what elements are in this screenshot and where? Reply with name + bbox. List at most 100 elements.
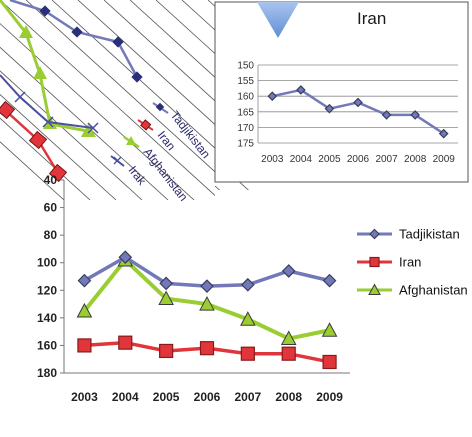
main-series-marker-afghanistan [240, 311, 256, 326]
inset-x-tick-label: 2008 [404, 154, 427, 165]
inset-y-tick-label: 160 [237, 92, 254, 103]
main-x-tick-label: 2004 [112, 390, 139, 404]
inset-x-tick-label: 2006 [347, 154, 370, 165]
inset-x-tick-label: 2004 [290, 154, 313, 165]
inset-chart-frame [214, 1, 469, 183]
rotated-gridline [0, 0, 215, 196]
rotated-gridline [129, 0, 215, 78]
main-chart-legend: Tadjikistan Iran Afghanistan [357, 227, 468, 298]
main-series-marker-iran [199, 341, 215, 356]
main-chart-x-ticks: 2003 2004 2005 2006 2007 2008 2009 [71, 390, 343, 404]
rotated-marker-iran [48, 163, 68, 183]
main-series-marker-afghanistan [76, 302, 93, 318]
rotated-marker-tadjikistan [39, 5, 51, 17]
main-series-marker-afghanistan [158, 290, 174, 306]
inset-chart-y-ticks: 150 155 160 165 170 175 [237, 61, 254, 150]
inset-x-tick-label: 2003 [261, 154, 284, 165]
rotated-series-irak [0, 74, 94, 129]
main-x-tick-label: 2005 [153, 390, 180, 404]
rotated-marker-afghanistan [81, 124, 96, 137]
inset-chart-gridlines [257, 64, 458, 144]
legend-label-iran: Iran [399, 255, 421, 270]
rotated-gridline [0, 70, 143, 200]
rotated-legend: Tadjikistan Iran Afghanistan Irak [110, 102, 213, 204]
inset-y-tick-label: 175 [237, 139, 254, 150]
rotated-gridline [155, 0, 215, 55]
main-chart-axes [63, 180, 350, 374]
rotated-gridline [0, 23, 195, 200]
main-y-tick-label: 160 [37, 338, 57, 352]
inset-series-marker-iran [296, 85, 306, 95]
main-series-marker-tadjikistan [77, 273, 92, 288]
inset-series-marker-iran [267, 91, 278, 102]
rotated-gridline [0, 141, 65, 200]
rotated-marker-irak [14, 91, 99, 134]
legend-marker-afghanistan [368, 283, 381, 295]
inset-x-tick-label: 2009 [433, 154, 456, 165]
inset-chart: Iran 150 155 160 165 170 175 2003 2004 2005 2006… [214, 1, 469, 183]
inset-y-tick-label: 155 [237, 76, 254, 87]
main-series-marker-afghanistan [199, 296, 215, 311]
inset-series-marker-iran [381, 110, 392, 120]
rotated-marker-iran [28, 130, 48, 150]
main-y-tick-label: 60 [44, 201, 58, 215]
inset-y-tick-label: 170 [237, 123, 254, 134]
main-x-tick-label: 2009 [316, 390, 343, 404]
main-x-tick-label: 2007 [235, 390, 262, 404]
rotated-gridline [25, 0, 215, 173]
main-series-marker-tadjikistan [159, 276, 173, 291]
main-series-marker-afghanistan [280, 330, 297, 346]
inset-series-marker-iran [438, 128, 449, 139]
rotated-marker-afghanistan [33, 66, 47, 79]
rotated-chart-gridlines [0, 0, 215, 200]
main-x-tick-label: 2006 [194, 390, 221, 404]
inset-series-marker-iran [410, 110, 420, 120]
rotated-gridline [51, 0, 215, 149]
rotated-gridline [103, 0, 215, 102]
inset-chart-ornament-icon [257, 2, 299, 38]
main-y-tick-label: 180 [37, 366, 57, 380]
rotated-marker-tadjikistan [112, 36, 124, 48]
main-y-tick-label: 100 [37, 256, 57, 270]
inset-y-tick-label: 150 [237, 61, 254, 72]
main-series-marker-tadjikistan [241, 277, 255, 292]
main-series-marker-tadjikistan [281, 264, 296, 278]
legend-label-tadjikistan: Tadjikistan [399, 227, 460, 242]
main-series-marker-iran [159, 343, 174, 359]
inset-series-marker-iran [324, 103, 335, 114]
rotated-marker-iran [0, 100, 16, 120]
legend-marker-iran [369, 256, 380, 268]
main-y-tick-label: 120 [37, 283, 57, 297]
inset-chart-series [267, 85, 449, 139]
rotated-gridline [0, 94, 117, 200]
main-series-marker-tadjikistan [322, 273, 337, 288]
inset-chart-x-ticks: 2003 2004 2005 2006 2007 2008 2009 [261, 154, 455, 165]
inset-y-tick-label: 165 [237, 107, 254, 118]
main-series-marker-afghanistan [321, 322, 338, 337]
inset-chart-title: Iran [357, 9, 386, 28]
main-chart-y-ticks: 40 60 80 100 120 140 160 180 [37, 173, 64, 380]
main-x-tick-label: 2003 [71, 390, 98, 404]
rotated-legend-iran: Iran [155, 128, 179, 153]
main-series-marker-tadjikistan [200, 279, 214, 293]
main-series-marker-iran [118, 335, 133, 350]
inset-x-tick-label: 2005 [318, 154, 341, 165]
rotated-gridline [215, 185, 221, 190]
main-series-marker-iran [322, 354, 337, 370]
rotated-legend-afghanistan: Afghanistan [141, 145, 191, 204]
legend-marker-tadjikistan [369, 228, 380, 240]
inset-x-tick-label: 2007 [375, 154, 398, 165]
main-y-tick-label: 140 [37, 311, 57, 325]
main-chart-series [76, 250, 338, 370]
inset-series-marker-iran [353, 97, 363, 108]
rotated-legend-irak: Irak [126, 163, 150, 188]
main-x-tick-label: 2008 [275, 390, 302, 404]
main-series-marker-iran [77, 338, 92, 353]
main-series-marker-iran [281, 346, 296, 361]
rotated-marker-afghanistan [19, 25, 33, 38]
rotated-gridline [0, 46, 169, 200]
main-y-tick-label: 40 [44, 173, 58, 187]
main-series-marker-tadjikistan [118, 250, 133, 265]
